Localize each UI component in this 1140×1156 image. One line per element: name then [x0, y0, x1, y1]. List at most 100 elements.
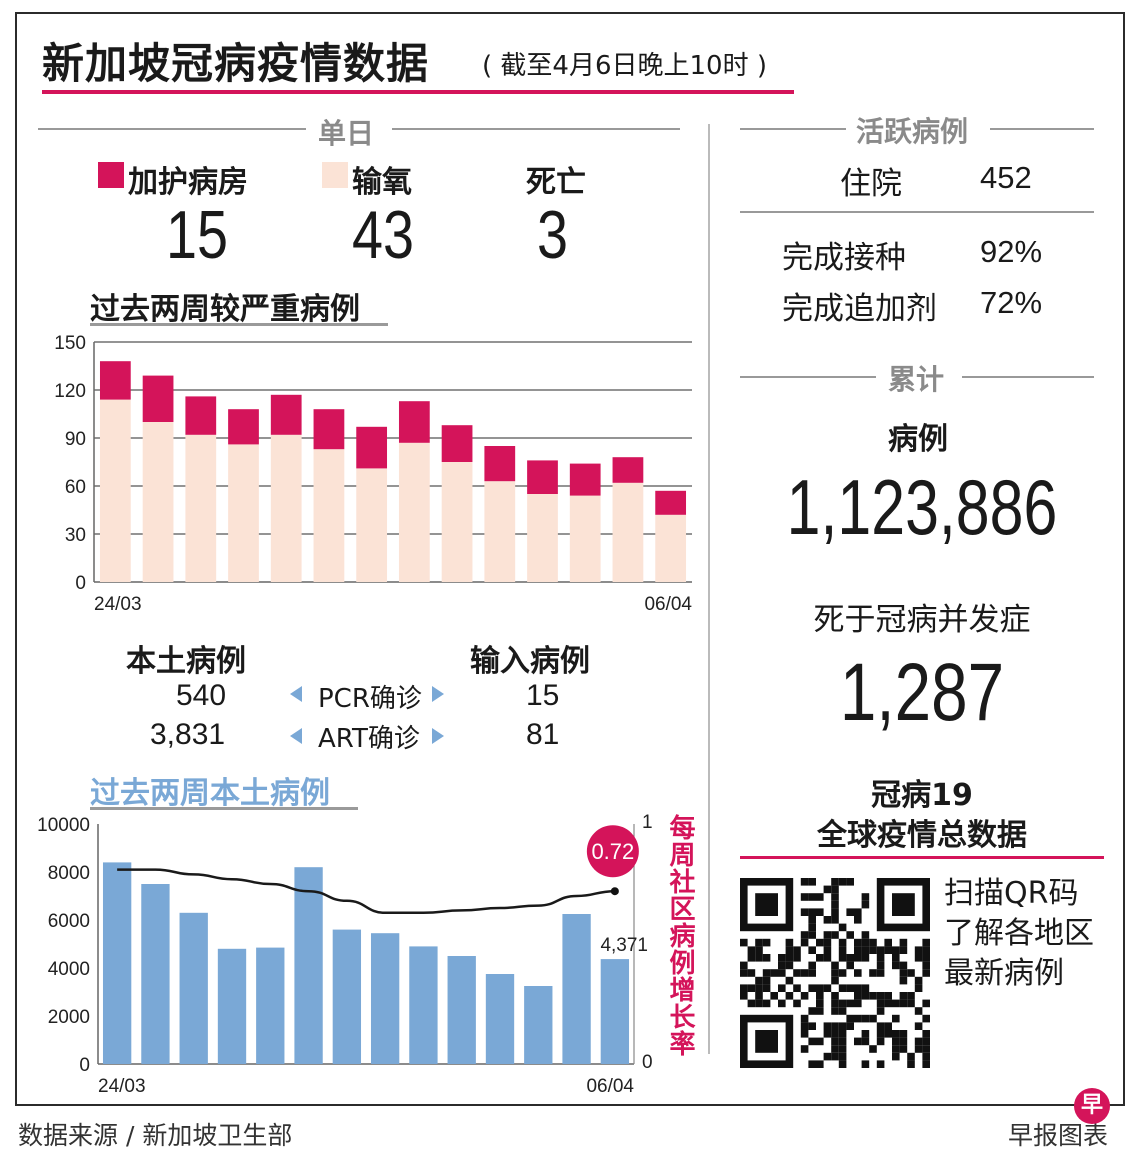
qr-module — [892, 999, 900, 1008]
qr-module — [740, 969, 748, 977]
qr-module — [838, 1022, 847, 1030]
qr-module — [846, 1022, 854, 1030]
qr-module — [899, 1045, 908, 1053]
qr-module — [793, 954, 801, 962]
cumulative-cases-value: 1,123,886 — [786, 463, 1058, 551]
qr-module — [876, 1007, 885, 1015]
qr-module — [846, 984, 854, 992]
qr-module — [861, 938, 870, 947]
qr-module — [762, 999, 771, 1008]
local-case-bar — [447, 956, 476, 1064]
qr-module — [800, 1045, 809, 1053]
qr-module — [861, 946, 870, 954]
local-case-bar — [141, 884, 170, 1064]
right-triangle-icon — [432, 686, 444, 702]
qr-module — [755, 984, 763, 992]
qr-module — [838, 938, 847, 947]
local-pcr-value: 540 — [176, 679, 227, 712]
growth-rate-endpoint — [610, 887, 619, 896]
qr-module — [831, 908, 839, 916]
qr-module — [762, 984, 771, 992]
qr-module — [869, 969, 877, 977]
icu-bar — [612, 457, 644, 483]
local-case-bar — [524, 986, 553, 1064]
qr-module — [831, 885, 839, 894]
qr-module — [808, 1037, 816, 1046]
qr-module — [876, 954, 885, 962]
qr-module — [914, 1037, 923, 1046]
oxygen-bar — [270, 434, 302, 582]
qr-module — [846, 908, 854, 916]
qr-module — [816, 938, 824, 947]
icu-bar — [527, 460, 558, 494]
deaths-value: 1,287 — [839, 647, 1005, 738]
qr-module — [793, 969, 801, 977]
qr-module — [800, 893, 809, 901]
divider-rule — [740, 211, 1094, 213]
latest-value-label: 4,371 — [600, 935, 648, 956]
qr-module — [838, 969, 847, 977]
section-rule-left — [740, 376, 876, 378]
qr-module — [762, 954, 771, 962]
qr-code-icon[interactable] — [740, 878, 930, 1068]
qr-module — [869, 1045, 877, 1053]
icu-bar — [99, 361, 131, 400]
severe-heading-underline — [90, 323, 388, 326]
section-rule-left — [740, 128, 846, 130]
x-start-label: 24/03 — [98, 1076, 146, 1095]
qr-module — [869, 938, 877, 947]
hospital-value: 452 — [980, 160, 1032, 195]
pcr-label: PCR确诊 — [318, 684, 422, 714]
icu-bar — [655, 490, 687, 515]
qr-module — [876, 946, 885, 954]
qr-module — [778, 961, 786, 970]
qr-module — [793, 984, 801, 992]
qr-module — [922, 1014, 930, 1023]
qr-module — [899, 999, 908, 1008]
section-rule-left — [38, 128, 306, 130]
qr-module — [899, 976, 908, 985]
secondary-tick-label: 1 — [642, 812, 653, 833]
zaobao-logo-icon: 早 — [1074, 1088, 1110, 1124]
qr-module — [823, 984, 832, 992]
qr-module — [907, 999, 915, 1008]
hospital-label: 住院 — [840, 166, 902, 202]
qr-module — [785, 992, 794, 1000]
qr-module — [899, 969, 908, 977]
qr-finder-center — [755, 1030, 778, 1053]
qr-module — [740, 984, 748, 992]
qr-module — [762, 938, 771, 947]
qr-module — [899, 946, 908, 954]
qr-module — [838, 1030, 847, 1038]
qr-module — [808, 1022, 816, 1030]
severe-chart-heading: 过去两周较严重病例 — [90, 292, 360, 327]
oxygen-bar — [228, 444, 259, 582]
qr-module — [808, 1007, 816, 1015]
local-chart-labels: 0 2000 4000 6000 8000 10000 0 1 0.72 4,371 24/03 06… — [37, 812, 652, 1095]
oxygen-bar — [398, 442, 430, 582]
qr-module — [816, 999, 824, 1008]
qr-module — [861, 954, 870, 962]
qr-module — [899, 1030, 908, 1038]
qr-module — [816, 984, 824, 992]
qr-module — [838, 954, 847, 962]
qr-module — [907, 992, 915, 1000]
qr-module — [922, 961, 930, 970]
global-heading-rule — [740, 856, 1104, 859]
qr-module — [808, 878, 816, 886]
qr-module — [907, 1052, 915, 1061]
qr-module — [899, 938, 908, 947]
oxygen-legend-swatch — [322, 162, 348, 188]
left-triangle-icon — [290, 728, 302, 744]
icu-legend-swatch — [98, 162, 124, 188]
qr-module — [831, 1022, 839, 1030]
qr-finder-center — [892, 893, 915, 916]
qr-module — [831, 992, 839, 1000]
vaccination-label: 完成接种 — [782, 240, 906, 276]
death-label: 死亡 — [526, 165, 586, 200]
oxygen-bar — [484, 481, 516, 582]
cumulative-cases-label: 病例 — [888, 422, 948, 457]
qr-module — [869, 946, 877, 954]
right-triangle-icon — [432, 728, 444, 744]
qr-module — [884, 946, 892, 954]
